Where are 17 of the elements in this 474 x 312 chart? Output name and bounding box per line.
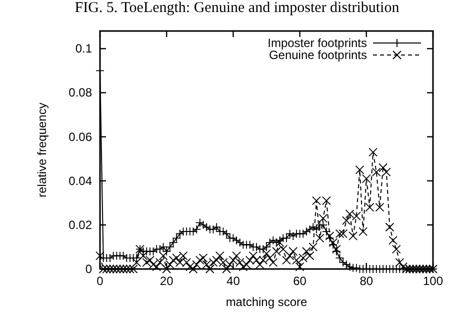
y-tick-label: 0.02 [68, 218, 92, 232]
y-tick-label: 0.04 [68, 174, 92, 188]
y-tick-label: 0.1 [75, 42, 92, 56]
chart-title: FIG. 5. ToeLength: Genuine and imposter distribution [74, 0, 400, 16]
x-tick-label: 100 [422, 274, 444, 288]
x-tick-label: 60 [293, 274, 307, 288]
legend-label: Imposter footprints [268, 36, 367, 50]
x-axis-title: matching score [226, 295, 308, 309]
y-axis-title: relative frequency [35, 102, 49, 198]
x-tick-label: 20 [160, 274, 174, 288]
legend-label: Genuine footprints [268, 48, 367, 62]
y-tick-label: 0.08 [68, 86, 92, 100]
x-tick-label: 0 [96, 274, 104, 288]
y-tick-label: 0.06 [68, 130, 92, 144]
x-tick-label: 40 [226, 274, 240, 288]
x-tick-label: 80 [360, 274, 374, 288]
y-tick-label: 0 [85, 262, 92, 276]
